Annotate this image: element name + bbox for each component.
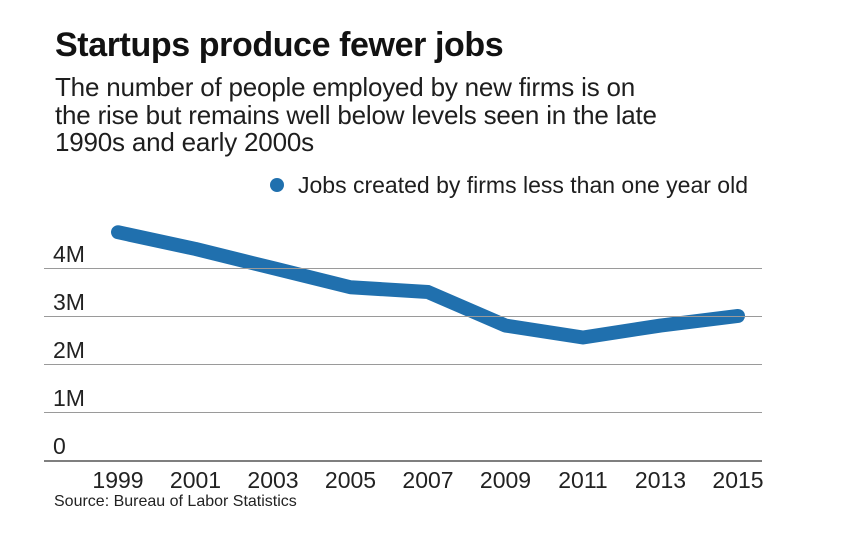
legend-dot-icon [270,178,284,192]
subtitle-line: 1990s and early 2000s [55,127,314,157]
gridline [44,411,762,413]
x-axis-tick-label: 2013 [634,467,687,493]
x-axis-tick-label: 2009 [479,467,532,493]
x-axis-tick-label: 2015 [712,467,764,493]
gridline [44,268,762,270]
source-note: Source: Bureau of Labor Statistics [54,493,297,510]
chart-title: Startups produce fewer jobs [55,26,504,64]
y-axis-tick-label: 1M [53,384,85,411]
x-axis-baseline [44,459,762,462]
x-axis-tick-label: 2001 [169,467,222,493]
gridline [44,315,762,317]
legend: Jobs created by firms less than one year… [270,172,748,199]
y-axis-tick-label: 0 [53,432,66,459]
chart-subtitle: The number of people employed by new fir… [55,72,657,157]
subtitle-line: the rise but remains well below levels s… [55,99,657,130]
x-axis-tick-label: 2011 [558,467,608,493]
x-axis-tick-label: 1999 [92,467,144,493]
y-axis-tick-label: 3M [53,288,85,315]
x-axis-tick-label: 2005 [324,467,377,493]
y-axis-tick-label: 2M [53,336,85,363]
x-axis-tick-label: 2007 [402,467,454,493]
subtitle-line: The number of people employed by new fir… [55,72,636,102]
gridline [44,363,762,365]
legend-label: Jobs created by firms less than one year… [298,172,749,198]
y-axis-tick-label: 4M [53,241,85,268]
x-axis-tick-label: 2003 [247,467,299,493]
data-line-series [111,225,745,345]
